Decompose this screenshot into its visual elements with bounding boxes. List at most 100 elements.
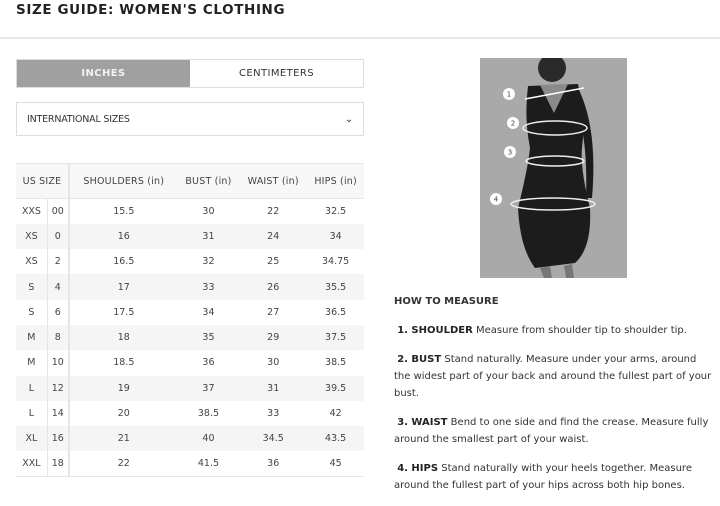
measurement-photo: 1 2 3 4 <box>480 54 627 278</box>
cell-bust: 41.5 <box>177 451 240 478</box>
cell-bust: 37 <box>177 375 240 401</box>
table-row: L 14 20 38.5 33 42 <box>16 400 364 427</box>
cell-intl-size: XL <box>16 426 48 452</box>
cell-us-size: 16 <box>47 426 70 452</box>
how-to-measure-heading: HOW TO MEASURE <box>394 296 499 307</box>
header-shoulders: SHOULDERS (in) <box>68 163 178 199</box>
cell-bust: 40 <box>177 426 240 452</box>
header-bust: BUST (in) <box>177 163 240 199</box>
page-title: SIZE GUIDE: WOMEN'S CLOTHING <box>16 2 286 18</box>
cell-intl-size: S <box>16 299 48 325</box>
cell-hips: 37.5 <box>307 324 364 351</box>
cell-intl-size: XXS <box>16 198 48 224</box>
step-bust: 2. BUST Stand naturally. Measure under y… <box>394 351 714 402</box>
size-system-value: INTERNATIONAL SIZES <box>27 113 130 125</box>
cell-waist: 29 <box>239 324 308 351</box>
table-header-row: US SIZE SHOULDERS (in) BUST (in) WAIST (… <box>16 163 364 199</box>
cell-us-size: 14 <box>47 400 70 427</box>
cell-bust: 34 <box>202 306 215 318</box>
size-table: US SIZE SHOULDERS (in) BUST (in) WAIST (… <box>16 163 364 478</box>
size-system-dropdown[interactable]: INTERNATIONAL SIZES ⌄ <box>16 102 364 136</box>
header-divider <box>0 37 720 39</box>
step-label: 4. HIPS <box>397 463 439 474</box>
cell-bust: 36 <box>202 357 215 369</box>
model-figure-illustration: 1 2 3 4 <box>480 54 627 278</box>
cell-intl-size: S <box>16 274 48 300</box>
cell-bust: 30 <box>202 205 215 217</box>
header-us-size: US SIZE <box>16 163 70 199</box>
step-text: Stand naturally with your heels together… <box>394 463 692 491</box>
marker-1-label: 1 <box>507 91 511 99</box>
cell-shoulders: 18.5 <box>113 357 135 369</box>
marker-3 <box>504 146 516 158</box>
step-label: 2. BUST <box>397 354 442 365</box>
cell-waist: 26 <box>239 274 308 300</box>
cell-shoulders: 17.5 <box>113 306 135 318</box>
cell-shoulders: 16 <box>68 223 178 250</box>
cell-hips: 43.5 <box>307 426 364 452</box>
how-to-measure-section: HOW TO MEASURE 1. SHOULDER Measure from … <box>394 293 714 506</box>
cell-hips: 45 <box>307 451 364 478</box>
cell-shoulders: 15.5 <box>113 205 135 217</box>
table-row: XXS 00 15.5 30 22 32.5 <box>16 198 364 224</box>
table-row: S 6 17.5 34 27 36.5 <box>16 299 364 325</box>
tab-inches[interactable]: INCHES <box>17 60 190 87</box>
header-hips: HIPS (in) <box>307 163 364 199</box>
table-row: L 12 19 37 31 39.5 <box>16 375 364 401</box>
table-row: XXL 18 22 41.5 36 45 <box>16 451 364 478</box>
step-waist: 3. WAIST Bend to one side and find the c… <box>394 414 714 448</box>
cell-shoulders: 21 <box>68 426 178 452</box>
step-label: 1. SHOULDER <box>397 325 473 336</box>
tab-centimeters[interactable]: CENTIMETERS <box>239 68 314 79</box>
table-row: M 10 18.5 36 30 38.5 <box>16 350 364 376</box>
cell-hips: 35.5 <box>307 274 364 300</box>
cell-waist: 25 <box>267 256 280 268</box>
marker-1 <box>503 88 515 100</box>
cell-hips: 34 <box>307 223 364 250</box>
step-text: Stand naturally. Measure under your arms… <box>394 354 712 399</box>
cell-us-size: 2 <box>47 249 70 275</box>
cell-intl-size: L <box>16 400 48 427</box>
table-row: S 4 17 33 26 35.5 <box>16 274 364 300</box>
cell-hips: 34.75 <box>322 256 350 268</box>
cell-us-size: 18 <box>47 451 70 478</box>
marker-3-label: 3 <box>508 149 512 157</box>
table-row: XS 2 16.5 32 25 34.75 <box>16 249 364 275</box>
cell-waist: 30 <box>267 357 280 369</box>
cell-bust: 31 <box>177 223 240 250</box>
cell-hips: 36.5 <box>325 306 347 318</box>
table-row: XL 16 21 40 34.5 43.5 <box>16 426 364 452</box>
cell-waist: 31 <box>239 375 308 401</box>
cell-shoulders: 20 <box>117 408 130 420</box>
cell-us-size: 0 <box>47 223 70 250</box>
cell-us-size: 8 <box>47 324 70 351</box>
cell-hips: 32.5 <box>325 205 347 217</box>
cell-bust: 35 <box>177 324 240 351</box>
chevron-down-icon: ⌄ <box>344 113 353 125</box>
cell-intl-size: L <box>16 375 48 401</box>
cell-bust: 33 <box>177 274 240 300</box>
cell-hips: 38.5 <box>325 357 347 369</box>
cell-us-size: 00 <box>47 198 70 224</box>
cell-waist: 24 <box>239 223 308 250</box>
cell-shoulders: 16.5 <box>113 256 135 268</box>
unit-tabs: INCHES CENTIMETERS <box>16 59 364 88</box>
step-shoulder: 1. SHOULDER Measure from shoulder tip to… <box>394 322 714 339</box>
cell-bust: 32 <box>202 256 215 268</box>
step-text: Measure from shoulder tip to shoulder ti… <box>472 325 687 336</box>
cell-hips: 42 <box>329 408 342 420</box>
cell-bust: 38.5 <box>197 408 220 420</box>
cell-shoulders: 17 <box>68 274 178 300</box>
header-waist: WAIST (in) <box>239 163 308 199</box>
cell-intl-size: M <box>16 324 48 351</box>
cell-waist: 34.5 <box>239 426 308 452</box>
step-hips: 4. HIPS Stand naturally with your heels … <box>394 460 714 494</box>
cell-waist: 27 <box>267 306 280 318</box>
cell-shoulders: 22 <box>68 451 178 478</box>
cell-us-size: 10 <box>47 350 70 376</box>
cell-shoulders: 19 <box>68 375 178 401</box>
cell-waist: 33 <box>267 408 280 420</box>
cell-waist: 22 <box>267 205 280 217</box>
table-row: XS 0 16 31 24 34 <box>16 223 364 250</box>
cell-intl-size: XXL <box>16 451 48 478</box>
